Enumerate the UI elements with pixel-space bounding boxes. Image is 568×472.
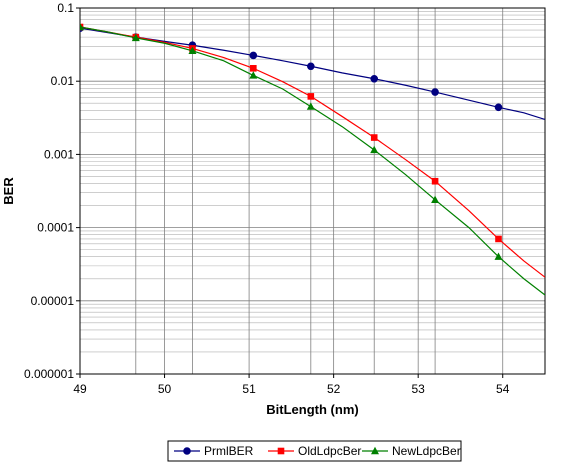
legend-label-OldLdpcBer: OldLdpcBer [298, 444, 361, 458]
x-tick-label: 50 [158, 382, 172, 396]
x-tick-label: 51 [242, 382, 256, 396]
series-NewLdpcBer [80, 22, 545, 296]
legend-item-NewLdpcBer: NewLdpcBer [362, 444, 461, 458]
legend-label-PrmlBER: PrmlBER [204, 444, 254, 458]
y-tick-label: 0.0001 [37, 221, 74, 235]
legend-item-OldLdpcBer: OldLdpcBer [268, 444, 361, 458]
y-tick-label: 0.000001 [24, 367, 74, 381]
y-tick-label: 0.01 [51, 74, 75, 88]
x-axis-title: BitLength (nm) [266, 402, 358, 417]
data-point-NewLdpcBer [306, 102, 315, 110]
data-point-NewLdpcBer [431, 195, 440, 203]
data-point-OldLdpcBer [307, 93, 315, 100]
data-point-NewLdpcBer [131, 33, 140, 42]
legend: PrmlBER OldLdpcBer NewLdpcBer [167, 440, 462, 462]
data-point-PrmlBER [494, 103, 503, 112]
data-point-OldLdpcBer [495, 235, 502, 243]
data-point-NewLdpcBer [249, 71, 258, 79]
legend-box [167, 440, 462, 462]
data-point-PrmlBER [431, 88, 439, 96]
y-tick-label: 0.1 [57, 1, 74, 15]
legend-label-NewLdpcBer: NewLdpcBer [392, 444, 461, 458]
data-point-OldLdpcBer [370, 134, 378, 141]
legend-marker-NewLdpcBer [371, 446, 379, 455]
series-layer [80, 22, 545, 296]
y-axis-title: BER [1, 177, 16, 205]
data-point-NewLdpcBer [80, 22, 84, 31]
x-tick-label: 49 [73, 382, 87, 396]
data-point-PrmlBER [370, 74, 379, 83]
x-tick-label: 54 [496, 382, 510, 396]
data-point-PrmlBER [307, 62, 315, 71]
plot-frame [79, 7, 546, 375]
data-point-OldLdpcBer [431, 177, 439, 185]
x-tick-label: 53 [412, 382, 426, 396]
data-point-NewLdpcBer [494, 252, 503, 260]
ticks-layer: 0.000001 0.00001 0.0001 0.001 0.01 0.1 49 50 51 5… [24, 1, 510, 396]
data-point-OldLdpcBer [250, 65, 257, 72]
y-tick-label: 0.001 [44, 147, 74, 161]
legend-marker-PrmlBER [183, 447, 191, 455]
grid-layer [80, 7, 545, 375]
x-tick-label: 52 [327, 382, 341, 396]
data-point-NewLdpcBer [188, 46, 197, 55]
legend-marker-OldLdpcBer [277, 447, 285, 455]
legend-item-PrmlBER: PrmlBER [174, 444, 254, 458]
data-point-PrmlBER [249, 51, 258, 60]
data-point-NewLdpcBer [370, 145, 379, 154]
y-tick-label: 0.00001 [31, 294, 75, 308]
